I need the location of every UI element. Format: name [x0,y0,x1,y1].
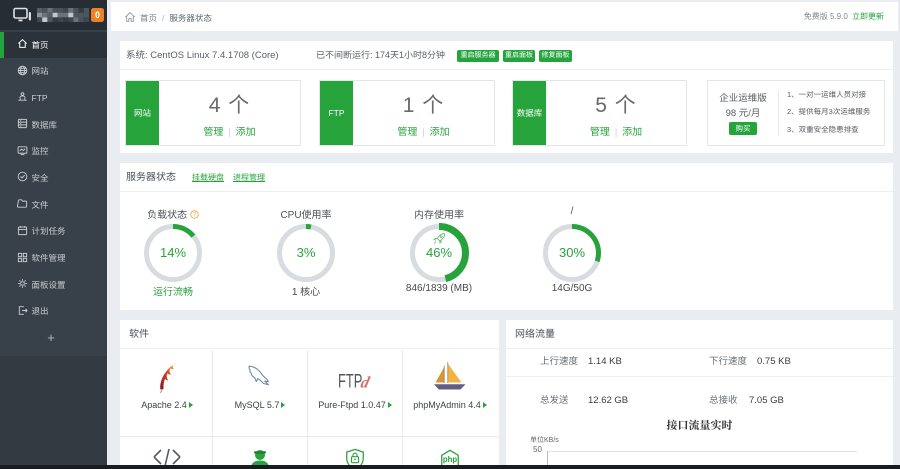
svg-text:?: ? [193,213,197,219]
svg-text:FTP: FTP [338,371,362,392]
svg-text:php: php [443,455,458,464]
